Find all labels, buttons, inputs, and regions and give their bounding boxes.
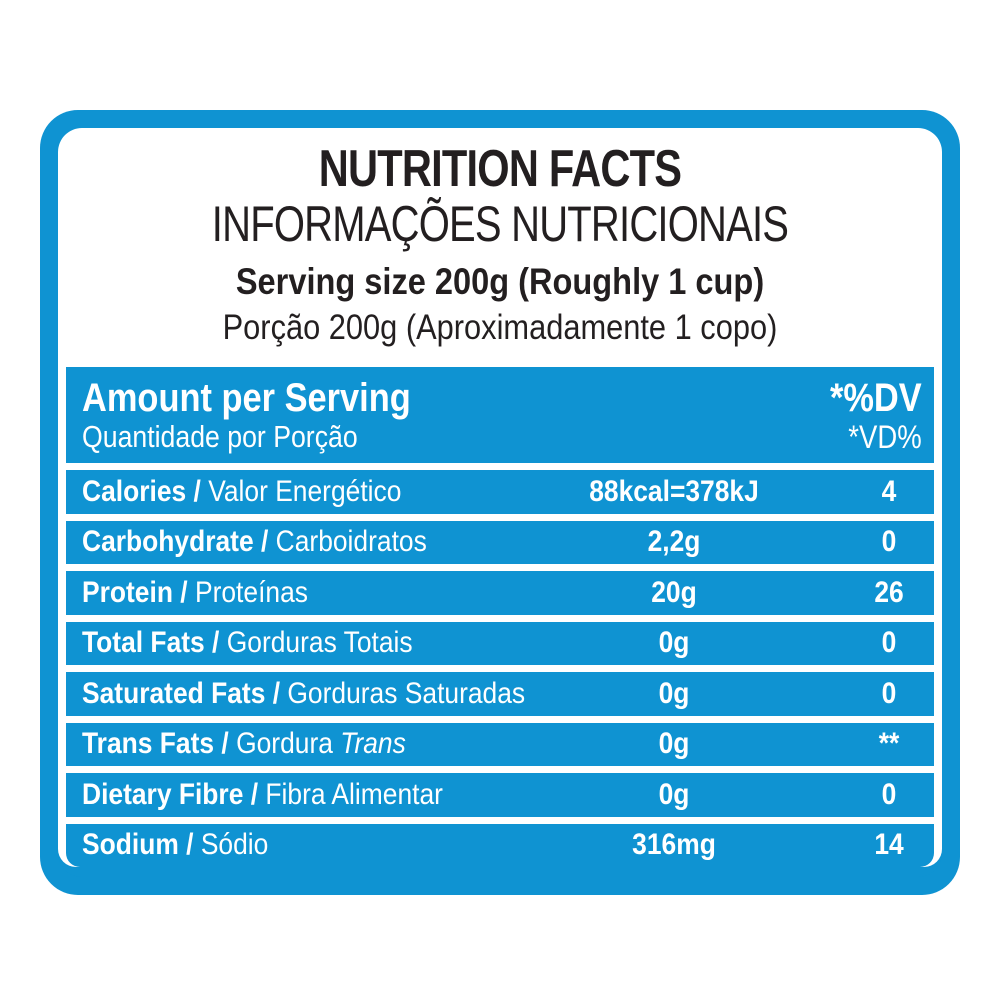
row-label-pt: Fibra Alimentar: [265, 777, 443, 811]
serving-size-en: Serving size 200g (Roughly 1 cup): [235, 261, 765, 302]
table-row-protein: Protein / Proteínas 20g 26: [66, 571, 934, 615]
row-label-pt: Gorduras Totais: [226, 626, 413, 660]
table-header-right: *%DV *VD%: [815, 376, 922, 454]
row-label-pt: Sódio: [200, 828, 269, 862]
row-label-pt: Gorduras Saturadas: [287, 676, 526, 710]
row-label-pt: Gordura: [236, 727, 341, 761]
row-daily-value: 0: [881, 525, 897, 559]
row-label-en: Trans Fats: [82, 727, 215, 761]
row-label-en: Total Fats: [82, 626, 205, 660]
row-label-separator: /: [214, 727, 237, 761]
row-label-pt: Proteínas: [194, 575, 308, 609]
row-value: 0g: [658, 626, 690, 660]
row-label: Saturated Fats / Gorduras Saturadas: [82, 676, 525, 711]
table-row-dietary-fibre: Dietary Fibre / Fibra Alimentar 0g 0: [66, 773, 934, 817]
table-row-calories: Calories / Valor Energético 88kcal=378kJ…: [66, 470, 934, 514]
row-value: 0g: [658, 727, 690, 761]
row-label-separator: /: [172, 575, 195, 609]
row-daily-value: 26: [874, 575, 904, 609]
row-daily-value: 14: [874, 828, 904, 862]
nutrition-table: Amount per Serving Quantidade por Porção…: [58, 360, 942, 867]
row-daily-value: 4: [881, 474, 897, 508]
row-label-en: Carbohydrate: [82, 525, 254, 559]
row-label-separator: /: [265, 676, 288, 710]
table-row-saturated-fats: Saturated Fats / Gorduras Saturadas 0g 0: [66, 672, 934, 716]
row-label-separator: /: [243, 777, 266, 811]
row-label-en: Protein: [82, 575, 173, 609]
amount-per-serving-label-pt: Quantidade por Porção: [82, 419, 358, 454]
row-label: Dietary Fibre / Fibra Alimentar: [82, 778, 453, 812]
table-row-carbohydrate: Carbohydrate / Carboidratos 2,2g 0: [66, 520, 934, 564]
row-label-en: Sodium: [82, 828, 179, 862]
row-label-pt-italic: Trans: [340, 727, 406, 761]
row-label-separator: /: [204, 626, 227, 660]
row-label: Total Fats / Gorduras Totais: [82, 626, 453, 660]
label-title-section: NUTRITION FACTS INFORMAÇÕES NUTRICIONAIS…: [58, 128, 942, 360]
row-label-separator: /: [186, 474, 209, 508]
title-pt: INFORMAÇÕES NUTRICIONAIS: [211, 196, 789, 252]
row-value: 2,2g: [647, 525, 701, 559]
table-header-left: Amount per Serving Quantidade por Porção: [82, 376, 464, 454]
amount-per-serving-label: Amount per Serving: [82, 376, 411, 420]
row-label-pt: Valor Energético: [208, 474, 402, 508]
row-label-pt: Carboidratos: [275, 525, 427, 559]
row-value: 88kcal=378kJ: [589, 474, 759, 508]
row-daily-value: 0: [881, 626, 897, 660]
serving-size-pt: Porção 200g (Aproximadamente 1 copo): [222, 308, 778, 347]
daily-value-header-pt: *VD%: [848, 419, 922, 455]
table-row-trans-fats: Trans Fats / Gordura Trans 0g **: [66, 722, 934, 766]
label-inner-panel: NUTRITION FACTS INFORMAÇÕES NUTRICIONAIS…: [58, 128, 942, 877]
row-label: Sodium / Sódio: [82, 828, 453, 862]
row-label-en: Saturated Fats: [82, 676, 266, 710]
row-label-separator: /: [253, 525, 276, 559]
daily-value-header-en: *%DV: [830, 376, 922, 420]
row-daily-value: 0: [881, 676, 897, 710]
row-value: 316mg: [632, 828, 716, 862]
row-value: 0g: [658, 676, 690, 710]
nutrition-label: NUTRITION FACTS INFORMAÇÕES NUTRICIONAIS…: [40, 110, 960, 895]
row-daily-value: 0: [881, 777, 897, 811]
row-label-en: Dietary Fibre: [82, 777, 244, 811]
title-en: NUTRITION FACTS: [318, 140, 682, 198]
row-label-en: Calories: [82, 474, 187, 508]
row-label: Protein / Proteínas: [82, 576, 453, 610]
row-label: Calories / Valor Energético: [82, 475, 453, 509]
row-value: 0g: [658, 777, 690, 811]
row-daily-value: **: [878, 727, 900, 761]
table-row-total-fats: Total Fats / Gorduras Totais 0g 0: [66, 621, 934, 665]
table-header-row: Amount per Serving Quantidade por Porção…: [66, 367, 934, 463]
table-row-sodium: Sodium / Sódio 316mg 14: [66, 823, 934, 867]
row-value: 20g: [651, 575, 697, 609]
row-label: Trans Fats / Gordura Trans: [82, 727, 453, 761]
row-label: Carbohydrate / Carboidratos: [82, 525, 453, 559]
row-label-separator: /: [178, 828, 201, 862]
